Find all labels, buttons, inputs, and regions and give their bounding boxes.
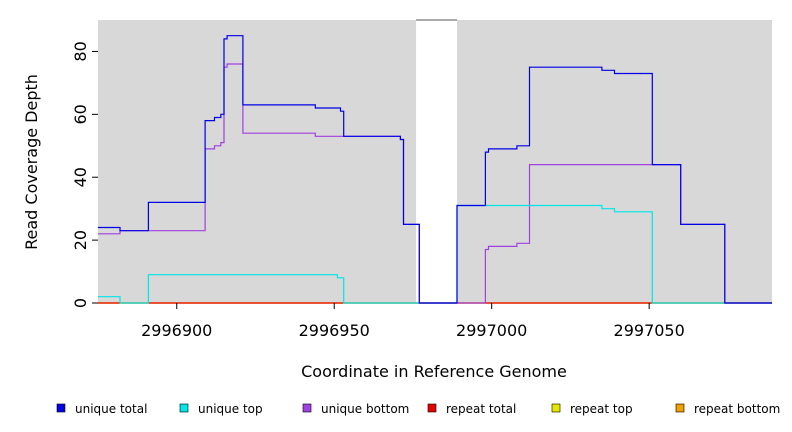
legend-swatch (302, 403, 312, 413)
legend-label: unique bottom (321, 402, 409, 416)
x-tick-label: 2996900 (141, 321, 212, 340)
legend-swatch (56, 403, 66, 413)
legend-swatch (179, 403, 189, 413)
x-tick-label: 2996950 (299, 321, 370, 340)
series-layer (98, 19, 772, 304)
y-tick-label: 80 (71, 41, 90, 61)
y-tick-label: 40 (71, 167, 90, 187)
x-axis-title: Coordinate in Reference Genome (301, 362, 567, 381)
legend-swatch (427, 403, 437, 413)
y-axis-title: Read Coverage Depth (22, 74, 41, 250)
x-axis: 2996900 2996950 2997000 2997050 (141, 303, 685, 340)
legend: unique total unique top unique bottom repea… (56, 402, 780, 416)
gap-region (416, 20, 458, 303)
legend-label: repeat bottom (694, 402, 780, 416)
series-line-unique-total (98, 35, 772, 304)
legend-label: repeat top (570, 402, 633, 416)
y-tick-label: 60 (71, 104, 90, 124)
y-axis: 0 20 40 60 80 (71, 41, 98, 308)
legend-swatch (675, 403, 685, 413)
legend-label: repeat total (446, 402, 516, 416)
legend-swatch (551, 403, 561, 413)
x-tick-label: 2997000 (456, 321, 527, 340)
y-tick-label: 20 (71, 230, 90, 250)
y-tick-label: 0 (71, 298, 90, 308)
x-tick-label: 2997050 (614, 321, 685, 340)
legend-label: unique total (75, 402, 147, 416)
legend-label: unique top (198, 402, 263, 416)
